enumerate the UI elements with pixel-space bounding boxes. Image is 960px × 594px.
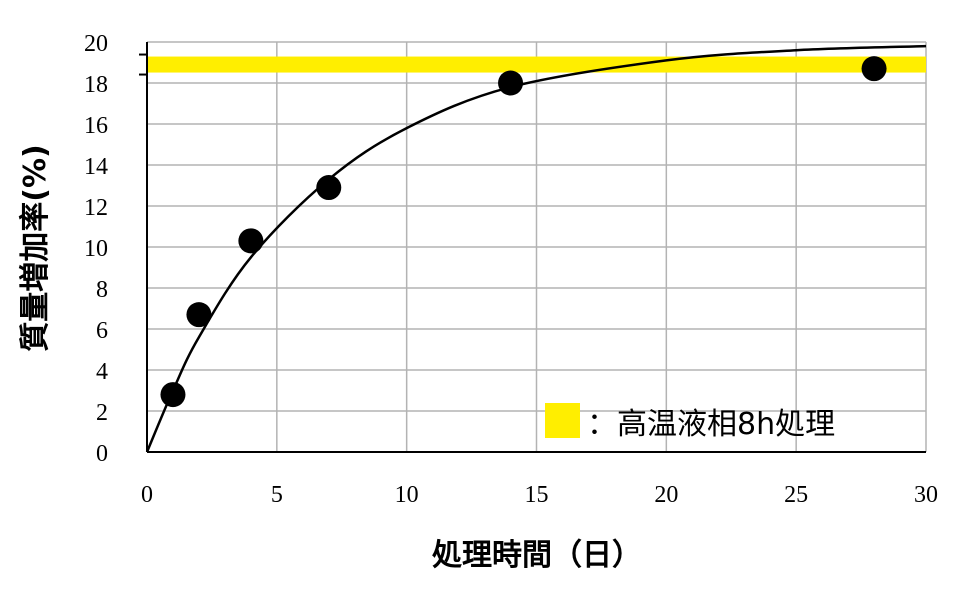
y-tick-label: 20 [84, 31, 108, 57]
y-tick-labels: 0 2 4 6 8 10 12 14 16 18 20 [84, 31, 108, 467]
y-tick-label: 0 [96, 441, 108, 467]
x-axis-title: 処理時間（日） [432, 538, 642, 573]
y-tick-label: 6 [96, 318, 108, 344]
reference-band-rect [147, 56, 926, 73]
fit-curve-path [145, 44, 927, 453]
x-tick-label: 30 [914, 482, 938, 508]
legend-label: ：高温液相8h処理 [587, 407, 835, 442]
x-tick-labels: 0 5 10 15 20 25 30 [141, 482, 938, 508]
y-tick-label: 4 [96, 359, 108, 385]
x-tick-label: 25 [784, 482, 808, 508]
x-tick-label: 10 [395, 482, 419, 508]
data-point [238, 228, 264, 254]
fit-curve [145, 44, 927, 453]
data-point [498, 70, 524, 96]
x-tick-label: 20 [654, 482, 678, 508]
data-points [160, 56, 887, 408]
data-point [861, 56, 887, 82]
y-tick-label: 2 [96, 400, 108, 426]
legend: ：高温液相8h処理 [545, 403, 835, 442]
x-tick-label: 0 [141, 482, 153, 508]
y-tick-label: 12 [84, 195, 108, 221]
y-axis-title: 質量増加率(%) [18, 144, 53, 351]
legend-swatch [545, 403, 580, 438]
data-point [186, 302, 212, 328]
grid [147, 41, 927, 452]
y-tick-label: 14 [84, 154, 108, 180]
axes [139, 42, 926, 453]
data-point [160, 382, 186, 408]
y-tick-label: 8 [96, 277, 108, 303]
data-point [316, 175, 342, 201]
x-tick-label: 5 [271, 482, 283, 508]
reference-band [147, 56, 926, 73]
y-tick-label: 18 [84, 72, 108, 98]
y-tick-label: 10 [84, 236, 108, 262]
x-tick-label: 15 [525, 482, 549, 508]
y-tick-label: 16 [84, 113, 108, 139]
